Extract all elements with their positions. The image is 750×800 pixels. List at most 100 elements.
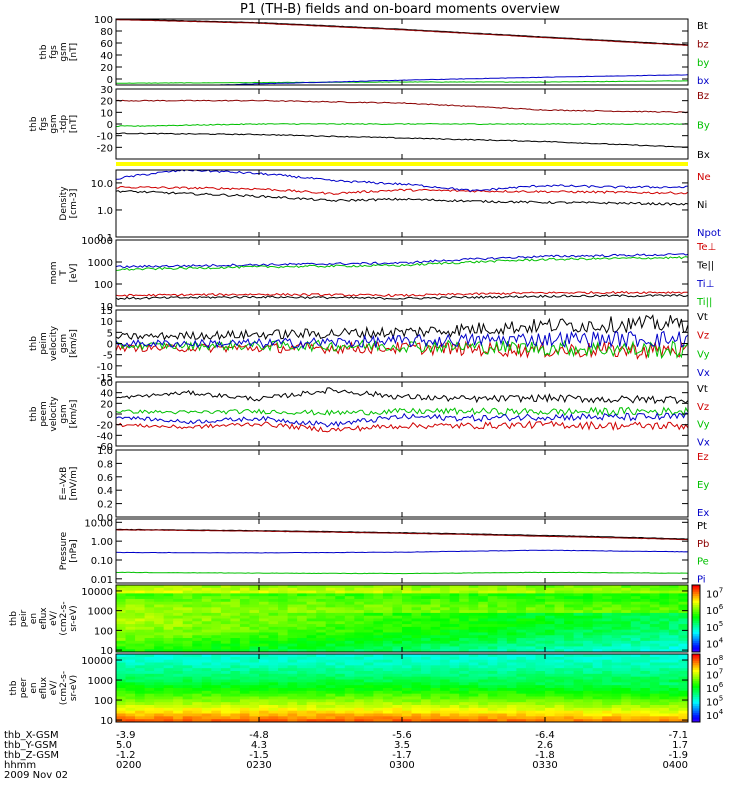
- spectrogram-cell: [316, 629, 327, 634]
- spectrogram-cell: [297, 690, 308, 695]
- spectrogram-cell: [325, 612, 336, 617]
- spectrogram-cell: [649, 682, 660, 686]
- spectrogram-cell: [487, 610, 498, 614]
- spectrogram-cell: [173, 612, 184, 617]
- spectrogram-cell: [421, 690, 432, 695]
- spectrogram-cell: [192, 612, 203, 617]
- spectrogram-cell: [411, 696, 422, 700]
- spectrogram-cell: [459, 596, 470, 600]
- spectrogram-cell: [640, 668, 651, 672]
- spectrogram-cell: [392, 668, 403, 672]
- spectrogram-cell: [135, 713, 146, 717]
- spectrogram-cell: [325, 604, 336, 608]
- spectrogram-cell: [668, 679, 680, 683]
- series-line-Vx: [116, 411, 688, 428]
- spectrogram-cell: [211, 682, 222, 686]
- spectrogram-cell: [592, 632, 603, 636]
- spectrogram-cell: [316, 696, 327, 700]
- spectrogram-cell: [144, 696, 155, 700]
- spectrogram-cell: [201, 601, 212, 606]
- spectrogram-cell: [363, 601, 374, 606]
- y-tick-label: 10: [100, 646, 113, 657]
- spectrogram-cell: [497, 656, 508, 661]
- spectrogram-cell: [306, 596, 317, 600]
- spectrogram-cell: [144, 662, 155, 666]
- spectrogram-cell: [373, 626, 384, 631]
- spectrogram-cell: [449, 705, 460, 709]
- ephemeris-value: -1.7: [392, 750, 412, 761]
- spectrogram-cell: [144, 690, 155, 695]
- spectrogram-cell: [421, 668, 432, 672]
- spectrogram-cell: [421, 621, 432, 625]
- spectrogram-cell: [316, 659, 327, 664]
- spectrogram-cell: [602, 635, 613, 639]
- spectrogram-cell: [268, 607, 279, 611]
- spectrogram-cell: [144, 693, 155, 698]
- spectrogram-cell: [192, 601, 203, 606]
- spectrogram-cell: [478, 719, 489, 722]
- spectrogram-cell: [402, 688, 413, 692]
- spectrogram-cell: [468, 585, 479, 589]
- y-axis-label: E=-VxB [mV/m]: [59, 467, 79, 501]
- spectrogram-cell: [373, 716, 384, 720]
- spectrogram-cell: [297, 638, 308, 642]
- spectrogram-cell: [440, 596, 451, 600]
- spectrogram-cell: [640, 659, 651, 664]
- spectrogram-cell: [278, 662, 289, 666]
- spectrogram-cell: [640, 624, 651, 628]
- spectrogram-cell: [497, 590, 508, 594]
- spectrogram-cell: [430, 640, 441, 645]
- spectrogram-cell: [125, 590, 136, 594]
- spectrogram-cell: [249, 673, 260, 678]
- spectrogram-cell: [649, 676, 660, 681]
- series-line-Ne: [116, 185, 688, 196]
- spectrogram-cell: [611, 604, 622, 608]
- spectrogram-cell: [602, 598, 613, 603]
- spectrogram-cell: [649, 673, 660, 678]
- spectrogram-cell: [268, 618, 279, 622]
- spectrogram-cell: [144, 618, 155, 622]
- spectrogram-cell: [564, 618, 575, 622]
- spectrogram-cell: [630, 690, 641, 695]
- spectrogram-cell: [278, 624, 289, 628]
- colorbar-step: [692, 602, 700, 606]
- legend-entry-Ti⊥: Ti⊥: [696, 279, 714, 290]
- spectrogram-cell: [278, 705, 289, 709]
- spectrogram-cell: [259, 612, 270, 617]
- spectrogram-cell: [640, 612, 651, 617]
- spectrogram-cell: [392, 590, 403, 594]
- spectrogram-cell: [144, 593, 155, 597]
- spectrogram-cell: [459, 629, 470, 634]
- spectrogram-cell: [278, 640, 289, 645]
- y-tick-label: 0.1: [97, 233, 113, 244]
- spectrogram-cell: [278, 665, 289, 669]
- spectrogram-cell: [344, 643, 355, 648]
- spectrogram-cell: [268, 705, 279, 709]
- spectrogram-cell: [173, 699, 184, 703]
- spectrogram-cell: [125, 629, 136, 634]
- spectrogram-cell: [211, 643, 222, 648]
- spectrogram-cell: [249, 593, 260, 597]
- spectrogram-cell: [116, 601, 127, 606]
- spectrogram-cell: [354, 649, 365, 652]
- spectrogram-cell: [173, 587, 184, 592]
- spectrogram-cell: [163, 665, 174, 669]
- spectrogram-cell: [392, 615, 403, 620]
- spectrogram-cell: [402, 598, 413, 603]
- spectrogram-cell: [192, 659, 203, 664]
- y-tick-label: 0.0: [97, 513, 113, 524]
- spectrogram-cell: [649, 654, 660, 658]
- spectrogram-cell: [459, 612, 470, 617]
- spectrogram-cell: [239, 590, 251, 594]
- spectrogram-cell: [211, 585, 222, 589]
- spectrogram-cell: [411, 610, 422, 614]
- spectrogram-cell: [402, 662, 413, 666]
- spectrogram-cell: [525, 618, 537, 622]
- spectrogram-cell: [278, 671, 289, 675]
- spectrogram-cell: [545, 676, 556, 681]
- spectrogram-cell: [344, 682, 355, 686]
- spectrogram-cell: [545, 587, 556, 592]
- spectrogram-cell: [535, 696, 546, 700]
- spectrogram-cell: [278, 635, 289, 639]
- spectrogram-cell: [392, 688, 403, 692]
